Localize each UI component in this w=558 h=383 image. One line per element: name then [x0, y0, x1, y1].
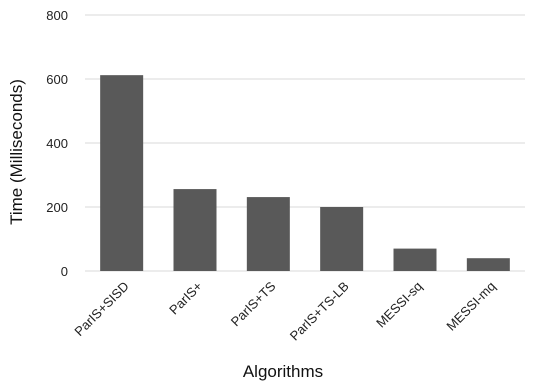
- bar: [466, 258, 510, 271]
- x-tick-label: ParIS+SISD: [71, 279, 131, 339]
- x-tick-label: ParIS+TS-LB: [287, 279, 352, 344]
- y-tick-label: 800: [46, 8, 68, 23]
- bar: [246, 197, 290, 271]
- y-tick-label: 200: [46, 200, 68, 215]
- gridlines: [85, 14, 525, 272]
- x-axis-title: Algorithms: [243, 362, 323, 381]
- x-tick-label: ParIS+: [166, 279, 205, 318]
- bar: [320, 207, 364, 271]
- y-tick-label: 0: [61, 264, 68, 279]
- y-axis-title: Time (Milliseconds): [7, 79, 26, 225]
- y-axis-ticks: 0 200 400 600 800: [46, 8, 68, 279]
- bar: [100, 75, 144, 271]
- y-tick-label: 600: [46, 72, 68, 87]
- x-tick-label: MESSI-sq: [373, 279, 425, 331]
- x-tick-label: ParIS+TS: [228, 278, 279, 329]
- x-axis-ticks: ParIS+SISD ParIS+ ParIS+TS ParIS+TS-LB MESSI…: [71, 278, 498, 343]
- bars: [100, 75, 510, 271]
- y-tick-label: 400: [46, 136, 68, 151]
- bar: [393, 248, 437, 271]
- x-tick-label: MESSI-mq: [443, 279, 498, 334]
- bar: [173, 189, 217, 271]
